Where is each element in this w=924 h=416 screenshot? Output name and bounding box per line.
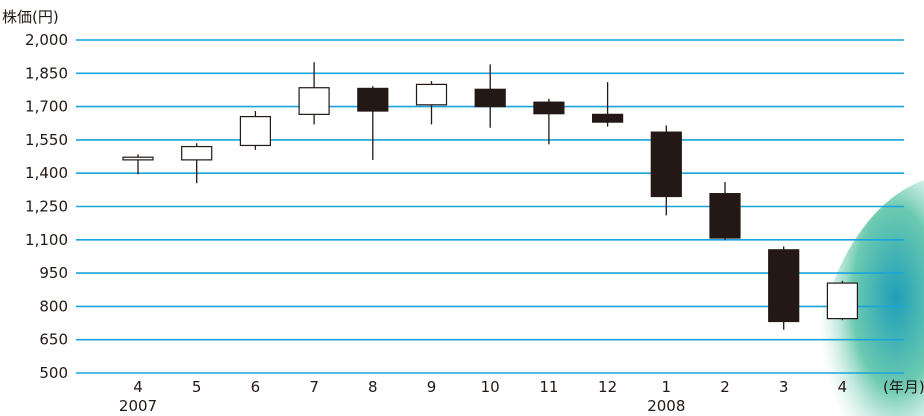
candle	[650, 125, 682, 216]
candle	[826, 280, 859, 321]
candle	[768, 246, 800, 330]
x-year-label: 2008	[647, 397, 685, 415]
y-tick-label: 2,000	[25, 31, 68, 49]
y-tick-label: 1,700	[25, 98, 68, 116]
candle	[122, 154, 154, 175]
x-axis-title: (年月)	[883, 378, 924, 396]
y-tick-label: 1,100	[25, 231, 68, 249]
y-tick-label: 650	[39, 331, 68, 349]
x-tick-label: 10	[481, 378, 500, 396]
y-tick-label: 1,550	[25, 131, 68, 149]
candle	[181, 143, 213, 184]
candle	[591, 82, 624, 127]
x-tick-label: 8	[368, 378, 378, 396]
y-tick-label: 1,400	[25, 164, 68, 182]
candle-body-down	[650, 131, 682, 198]
candle-body-up	[826, 282, 859, 320]
candle-body-up	[415, 83, 448, 106]
x-tick-label: 3	[779, 378, 789, 396]
y-tick-label: 950	[39, 264, 68, 282]
x-year-label: 2007	[119, 397, 157, 415]
candle-body-down	[768, 249, 800, 323]
candle	[474, 64, 506, 128]
candle-body-up	[239, 115, 271, 147]
candle-body-down	[357, 87, 389, 112]
y-tick-label: 500	[39, 364, 68, 382]
x-tick-label: 6	[251, 378, 261, 396]
candle	[239, 111, 271, 150]
x-tick-label: 12	[598, 378, 617, 396]
candle-body-up	[298, 87, 330, 115]
candle-body-up	[122, 156, 154, 161]
y-axis-title: 株価(円)	[2, 8, 59, 26]
x-tick-label: 2	[720, 378, 730, 396]
candle	[298, 62, 330, 125]
candle	[357, 86, 389, 160]
y-tick-label: 1,850	[25, 64, 68, 82]
y-tick-label: 800	[39, 297, 68, 315]
candle-body-down	[591, 113, 624, 123]
candle-body-down	[474, 88, 506, 108]
candle-body-up	[181, 145, 213, 161]
y-tick-label: 1,250	[25, 198, 68, 216]
x-tick-label: 11	[539, 378, 558, 396]
x-tick-label: 4	[133, 378, 143, 396]
candle-body-down	[709, 193, 741, 239]
candle	[533, 98, 565, 145]
x-tick-label: 5	[192, 378, 202, 396]
x-tick-label: 7	[309, 378, 319, 396]
candle-body-down	[533, 101, 565, 115]
x-tick-label: 4	[838, 378, 848, 396]
candle	[415, 81, 448, 125]
x-tick-label: 9	[427, 378, 437, 396]
candle	[709, 182, 741, 241]
x-tick-label: 1	[662, 378, 672, 396]
